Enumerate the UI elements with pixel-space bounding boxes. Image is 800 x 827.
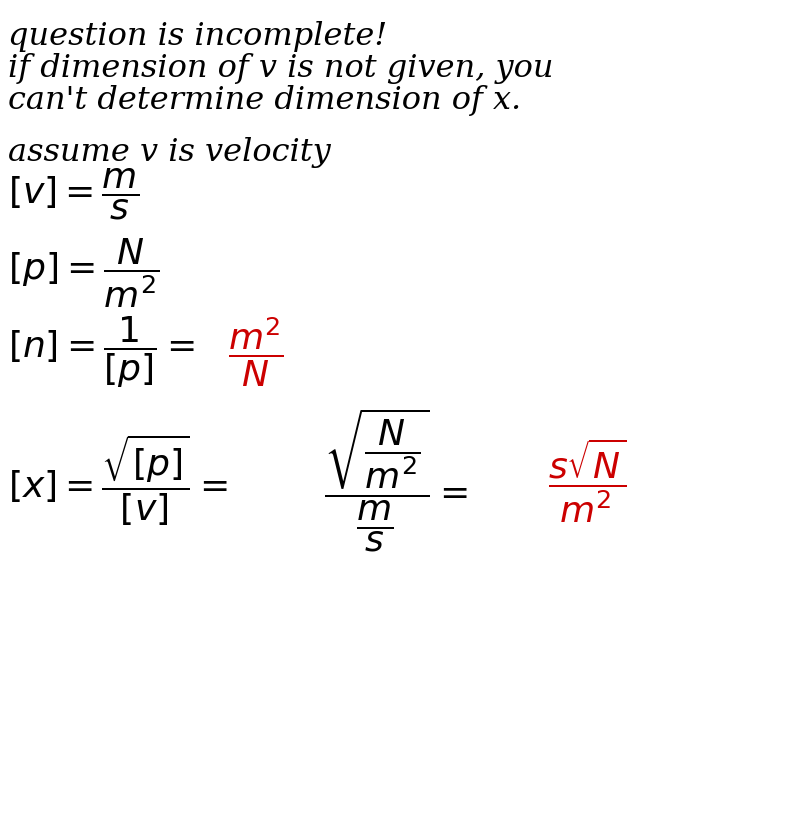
Text: $[v]=\dfrac{m}{s}$: $[v]=\dfrac{m}{s}$ bbox=[8, 167, 139, 222]
Text: $\dfrac{s\sqrt{N}}{m^2}$: $\dfrac{s\sqrt{N}}{m^2}$ bbox=[548, 435, 626, 524]
Text: if dimension of v is not given, you: if dimension of v is not given, you bbox=[8, 53, 554, 84]
Text: $[n]=\dfrac{1}{[p]}=$: $[n]=\dfrac{1}{[p]}=$ bbox=[8, 314, 194, 389]
Text: can't determine dimension of x.: can't determine dimension of x. bbox=[8, 85, 521, 116]
Text: $\dfrac{\sqrt{\dfrac{N}{m^2}}}{\dfrac{m}{s}}=$: $\dfrac{\sqrt{\dfrac{N}{m^2}}}{\dfrac{m}… bbox=[324, 406, 468, 553]
Text: $[x]=\dfrac{\sqrt{[p]}}{[v]}=$: $[x]=\dfrac{\sqrt{[p]}}{[v]}=$ bbox=[8, 432, 228, 528]
Text: question is incomplete!: question is incomplete! bbox=[8, 21, 387, 51]
Text: assume v is velocity: assume v is velocity bbox=[8, 136, 330, 167]
Text: $\dfrac{m^2}{N}$: $\dfrac{m^2}{N}$ bbox=[228, 315, 284, 388]
Text: $[p]=\dfrac{N}{m^2}$: $[p]=\dfrac{N}{m^2}$ bbox=[8, 237, 159, 309]
